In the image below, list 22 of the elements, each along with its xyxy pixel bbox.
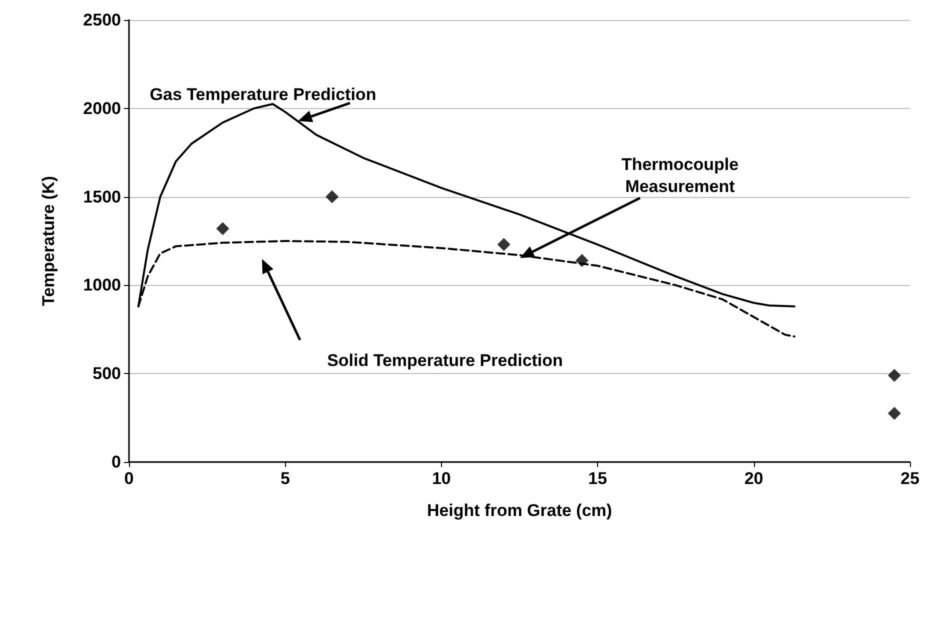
y-tick-label: 500 — [92, 364, 121, 384]
y-axis-title: Temperature (K) — [39, 176, 58, 306]
point — [888, 368, 901, 382]
point — [497, 238, 510, 252]
annotation: Thermocouple Measurement — [621, 155, 739, 196]
y-tick-label: 0 — [112, 452, 121, 472]
point — [326, 190, 339, 204]
y-tick-label: 1500 — [83, 187, 121, 206]
x-tick-label: 5 — [280, 469, 290, 488]
annotation: Gas Temperature Prediction — [150, 85, 376, 104]
x-tick-label: 10 — [432, 469, 451, 488]
x-tick-label: 0 — [124, 469, 134, 488]
x-tick-label: 20 — [744, 469, 764, 488]
x-tick-label: 25 — [900, 469, 920, 488]
y-tick-label: 1000 — [83, 276, 121, 295]
point — [216, 222, 230, 236]
x-axis-title: Height from Grate (cm) — [426, 501, 612, 520]
y-tick-label: 2000 — [83, 98, 121, 118]
point — [888, 406, 901, 420]
y-tick-label: 2500 — [83, 10, 121, 30]
x-tick-label: 15 — [588, 469, 608, 488]
annotation: Solid Temperature Prediction — [327, 351, 563, 370]
